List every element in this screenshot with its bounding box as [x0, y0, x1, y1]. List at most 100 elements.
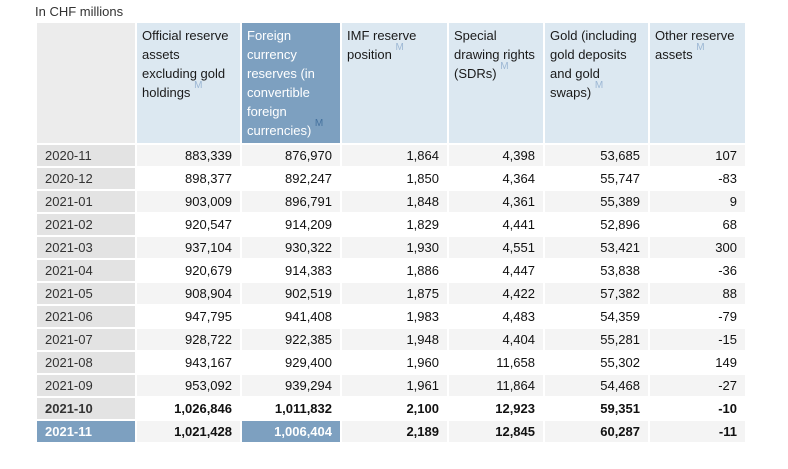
- cell-2021-07-special-drawing-rights: 4,404: [449, 329, 543, 350]
- cell-2021-05-gold: 57,382: [545, 283, 648, 304]
- metadata-link[interactable]: M: [314, 117, 324, 129]
- cell-2021-07-official-reserve-assets: 928,722: [137, 329, 240, 350]
- cell-2021-09-official-reserve-assets: 953,092: [137, 375, 240, 396]
- column-header-label: Gold (including gold deposits and gold s…: [550, 28, 637, 100]
- cell-2021-06-foreign-currency-reserves: 941,408: [242, 306, 340, 327]
- table-row: 2021-10 1,026,846 1,011,832 2,100 12,923 59,3…: [37, 398, 745, 419]
- reserves-table: Official reserve assets excluding gold h…: [35, 21, 747, 444]
- table-row: 2021-05 908,904 902,519 1,875 4,422 57,382 88: [37, 283, 745, 304]
- column-header-label: Foreign currency reserves (in convertibl…: [247, 28, 315, 138]
- cell-2021-06-gold: 54,359: [545, 306, 648, 327]
- cell-2021-04-special-drawing-rights: 4,447: [449, 260, 543, 281]
- cell-2021-07-foreign-currency-reserves: 922,385: [242, 329, 340, 350]
- cell-2021-04-official-reserve-assets: 920,679: [137, 260, 240, 281]
- row-label-2021-02[interactable]: 2021-02: [37, 214, 135, 235]
- row-label-2021-05[interactable]: 2021-05: [37, 283, 135, 304]
- column-header-foreign-currency-reserves[interactable]: Foreign currency reserves (in convertibl…: [242, 23, 340, 143]
- cell-2021-01-gold: 55,389: [545, 191, 648, 212]
- cell-2021-08-gold: 55,302: [545, 352, 648, 373]
- cell-2021-03-foreign-currency-reserves: 930,322: [242, 237, 340, 258]
- metadata-link[interactable]: M: [500, 60, 509, 72]
- cell-2021-08-official-reserve-assets: 943,167: [137, 352, 240, 373]
- row-label-2021-07[interactable]: 2021-07: [37, 329, 135, 350]
- row-label-2021-11[interactable]: 2021-11: [37, 421, 135, 442]
- cell-2021-10-foreign-currency-reserves: 1,011,832: [242, 398, 340, 419]
- cell-2020-11-imf-reserve-position: 1,864: [342, 145, 447, 166]
- table-row: 2021-08 943,167 929,400 1,960 11,658 55,302 14…: [37, 352, 745, 373]
- row-label-2020-11[interactable]: 2020-11: [37, 145, 135, 166]
- row-label-2021-08[interactable]: 2021-08: [37, 352, 135, 373]
- cell-2021-03-gold: 53,421: [545, 237, 648, 258]
- cell-2021-11-foreign-currency-reserves: 1,006,404: [242, 421, 340, 442]
- metadata-link[interactable]: M: [696, 41, 705, 53]
- cell-2021-09-foreign-currency-reserves: 939,294: [242, 375, 340, 396]
- corner-cell: [37, 23, 135, 143]
- cell-2021-04-gold: 53,838: [545, 260, 648, 281]
- table-row: 2021-03 937,104 930,322 1,930 4,551 53,421 300: [37, 237, 745, 258]
- row-label-2021-04[interactable]: 2021-04: [37, 260, 135, 281]
- cell-2021-02-official-reserve-assets: 920,547: [137, 214, 240, 235]
- cell-2021-02-gold: 52,896: [545, 214, 648, 235]
- table-header-row: Official reserve assets excluding gold h…: [37, 23, 745, 143]
- column-header-label: IMF reserve position: [347, 28, 417, 62]
- cell-2021-09-gold: 54,468: [545, 375, 648, 396]
- table-row: 2021-02 920,547 914,209 1,829 4,441 52,896 68: [37, 214, 745, 235]
- cell-2021-09-other-reserve-assets: -27: [650, 375, 745, 396]
- column-header-special-drawing-rights[interactable]: Special drawing rights (SDRs) M: [449, 23, 543, 143]
- cell-2021-10-other-reserve-assets: -10: [650, 398, 745, 419]
- cell-2021-01-imf-reserve-position: 1,848: [342, 191, 447, 212]
- column-header-gold[interactable]: Gold (including gold deposits and gold s…: [545, 23, 648, 143]
- metadata-link[interactable]: M: [194, 79, 203, 91]
- table-row: 2020-12 898,377 892,247 1,850 4,364 55,747 -83: [37, 168, 745, 189]
- row-label-2021-06[interactable]: 2021-06: [37, 306, 135, 327]
- row-label-2021-10[interactable]: 2021-10: [37, 398, 135, 419]
- cell-2021-09-special-drawing-rights: 11,864: [449, 375, 543, 396]
- cell-2020-12-special-drawing-rights: 4,364: [449, 168, 543, 189]
- cell-2021-02-special-drawing-rights: 4,441: [449, 214, 543, 235]
- cell-2021-02-foreign-currency-reserves: 914,209: [242, 214, 340, 235]
- cell-2021-10-gold: 59,351: [545, 398, 648, 419]
- metadata-link[interactable]: M: [594, 79, 604, 91]
- cell-2020-11-special-drawing-rights: 4,398: [449, 145, 543, 166]
- cell-2021-03-imf-reserve-position: 1,930: [342, 237, 447, 258]
- column-header-other-reserve-assets[interactable]: Other reserve assets M: [650, 23, 745, 143]
- cell-2021-07-imf-reserve-position: 1,948: [342, 329, 447, 350]
- cell-2020-11-official-reserve-assets: 883,339: [137, 145, 240, 166]
- cell-2021-01-foreign-currency-reserves: 896,791: [242, 191, 340, 212]
- cell-2021-05-official-reserve-assets: 908,904: [137, 283, 240, 304]
- cell-2021-06-official-reserve-assets: 947,795: [137, 306, 240, 327]
- table-row: 2021-06 947,795 941,408 1,983 4,483 54,359 -79: [37, 306, 745, 327]
- table-row: 2020-11 883,339 876,970 1,864 4,398 53,685 107: [37, 145, 745, 166]
- cell-2021-05-special-drawing-rights: 4,422: [449, 283, 543, 304]
- cell-2021-08-special-drawing-rights: 11,658: [449, 352, 543, 373]
- cell-2021-09-imf-reserve-position: 1,961: [342, 375, 447, 396]
- cell-2020-12-other-reserve-assets: -83: [650, 168, 745, 189]
- row-label-2021-03[interactable]: 2021-03: [37, 237, 135, 258]
- cell-2021-11-official-reserve-assets: 1,021,428: [137, 421, 240, 442]
- row-label-2021-09[interactable]: 2021-09: [37, 375, 135, 396]
- column-header-label: Official reserve assets excluding gold h…: [142, 28, 229, 100]
- cell-2021-03-other-reserve-assets: 300: [650, 237, 745, 258]
- column-header-imf-reserve-position[interactable]: IMF reserve position M: [342, 23, 447, 143]
- metadata-link[interactable]: M: [395, 41, 404, 53]
- row-label-2021-01[interactable]: 2021-01: [37, 191, 135, 212]
- cell-2021-02-imf-reserve-position: 1,829: [342, 214, 447, 235]
- table-row: 2021-09 953,092 939,294 1,961 11,864 54,468 -2…: [37, 375, 745, 396]
- cell-2021-05-foreign-currency-reserves: 902,519: [242, 283, 340, 304]
- cell-2021-06-imf-reserve-position: 1,983: [342, 306, 447, 327]
- cell-2021-07-other-reserve-assets: -15: [650, 329, 745, 350]
- cell-2021-05-other-reserve-assets: 88: [650, 283, 745, 304]
- cell-2021-06-other-reserve-assets: -79: [650, 306, 745, 327]
- cell-2021-08-other-reserve-assets: 149: [650, 352, 745, 373]
- table-body: 2020-11 883,339 876,970 1,864 4,398 53,685 107…: [37, 145, 745, 442]
- cell-2020-11-foreign-currency-reserves: 876,970: [242, 145, 340, 166]
- row-label-2020-12[interactable]: 2020-12: [37, 168, 135, 189]
- cell-2021-10-special-drawing-rights: 12,923: [449, 398, 543, 419]
- table-row: 2021-01 903,009 896,791 1,848 4,361 55,389 9: [37, 191, 745, 212]
- table-row: 2021-11 1,021,428 1,006,404 2,189 12,845 60,2…: [37, 421, 745, 442]
- cell-2021-06-special-drawing-rights: 4,483: [449, 306, 543, 327]
- cell-2021-05-imf-reserve-position: 1,875: [342, 283, 447, 304]
- column-header-label: Other reserve assets: [655, 28, 735, 62]
- column-header-official-reserve-assets[interactable]: Official reserve assets excluding gold h…: [137, 23, 240, 143]
- cell-2021-04-foreign-currency-reserves: 914,383: [242, 260, 340, 281]
